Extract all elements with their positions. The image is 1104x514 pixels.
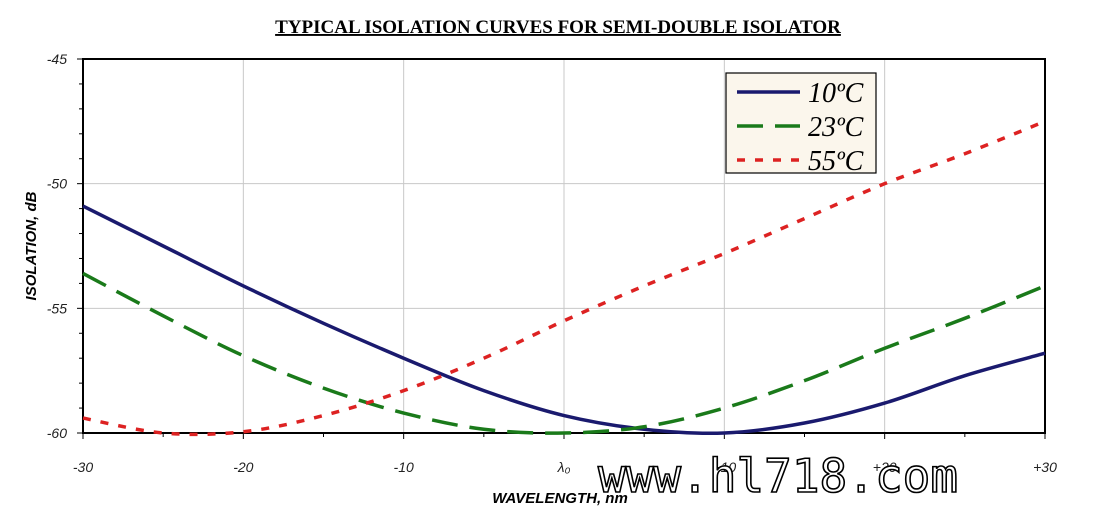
x-tick-label: -30 bbox=[73, 459, 93, 475]
grid-lines bbox=[83, 59, 1045, 433]
y-tick-label: -55 bbox=[47, 300, 67, 316]
y-axis-label: ISOLATION, dB bbox=[23, 191, 40, 300]
series-line-2 bbox=[82, 271, 1046, 435]
x-tick-label: +10 bbox=[712, 459, 736, 475]
chart-title: TYPICAL ISOLATION CURVES FOR SEMI-DOUBLE… bbox=[275, 17, 841, 38]
series-layer bbox=[82, 119, 1046, 437]
y-tick-label: -50 bbox=[47, 176, 67, 192]
x-axis-ticks: -30 -20 -10 λ₀ +10 +20 +30 bbox=[73, 433, 1057, 475]
x-tick-label: +30 bbox=[1033, 459, 1057, 475]
legend-box bbox=[725, 72, 877, 174]
legend-label-1: 10ºC bbox=[808, 78, 864, 109]
series-line-3 bbox=[82, 119, 1046, 437]
legend-label-3: 55ºC bbox=[808, 146, 864, 177]
x-tick-label: +20 bbox=[873, 459, 897, 475]
y-tick-label: -60 bbox=[47, 425, 67, 441]
series-line-1 bbox=[82, 204, 1046, 436]
x-tick-label: λ₀ bbox=[557, 459, 571, 475]
x-tick-label: -10 bbox=[394, 459, 414, 475]
y-tick-label: -45 bbox=[47, 51, 67, 67]
x-axis-label: WAVELENGTH, nm bbox=[492, 490, 628, 507]
legend-label-2: 23ºC bbox=[808, 112, 864, 143]
y-axis-ticks: -45 -50 -55 -60 bbox=[47, 51, 83, 441]
x-tick-label: -20 bbox=[233, 459, 253, 475]
watermark-text: www.hl718.com bbox=[598, 449, 958, 503]
